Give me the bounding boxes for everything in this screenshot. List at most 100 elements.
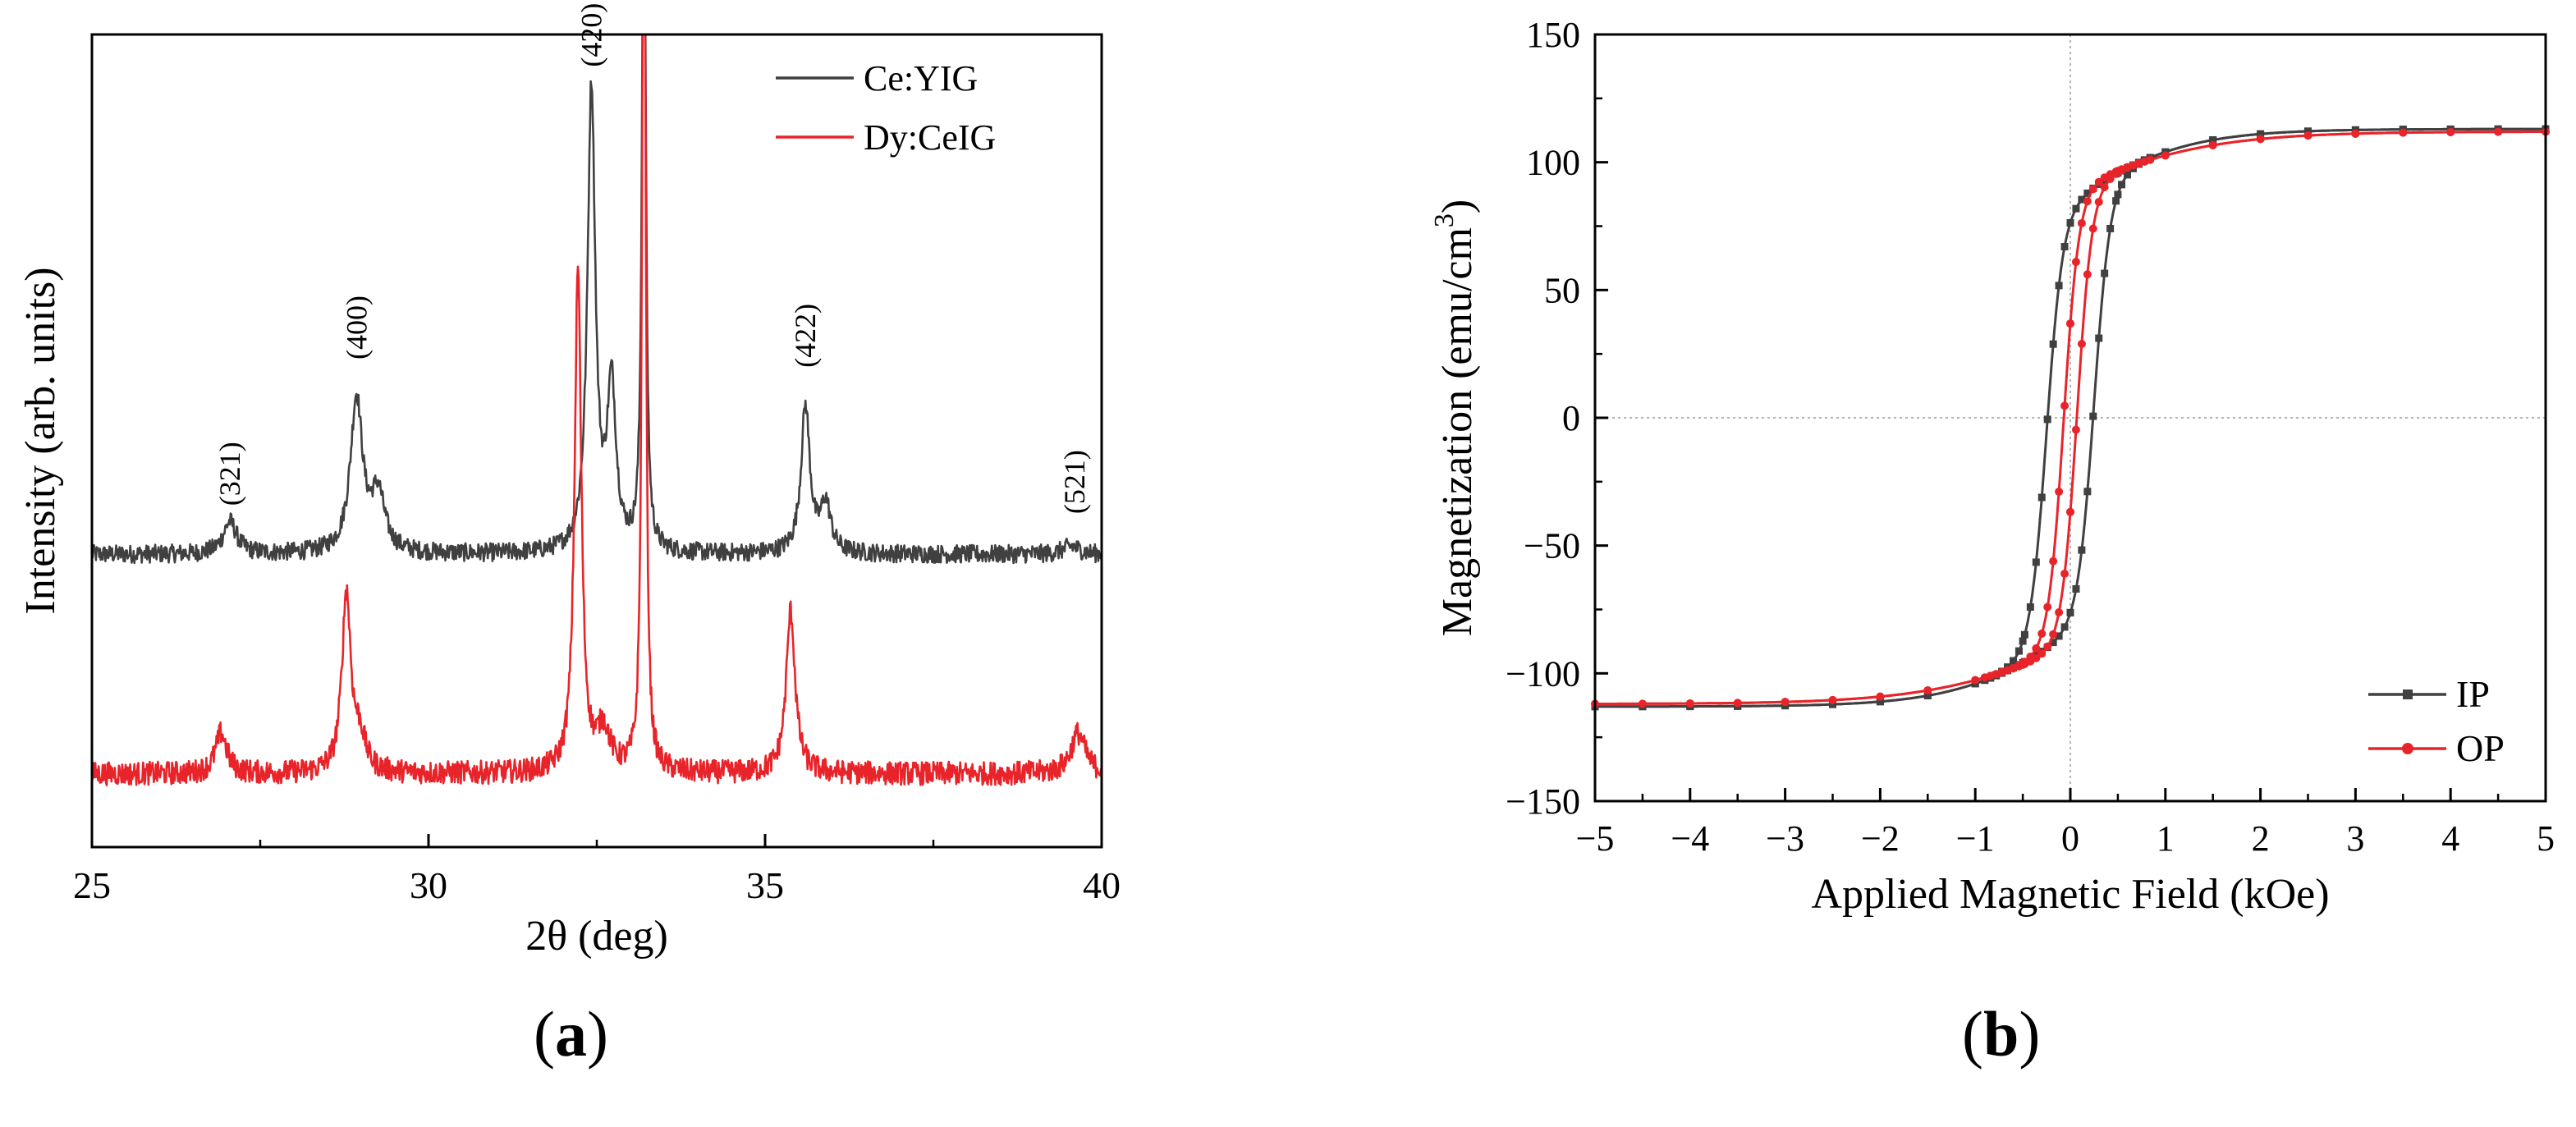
- mh-y-tick-label: 150: [1526, 15, 1580, 55]
- mh-marker-ip: [2078, 546, 2086, 554]
- mh-marker-ip: [2083, 189, 2092, 197]
- mh-x-axis-label: Applied Magnetic Field (kOe): [1811, 871, 2329, 918]
- xrd-peak-annotation: (400): [340, 295, 373, 360]
- mh-marker-ip: [2257, 130, 2265, 138]
- mh-marker-op: [2399, 128, 2408, 137]
- mh-x-tick-label: −1: [1956, 818, 1995, 859]
- mh-marker-ip: [2043, 415, 2051, 424]
- mh-marker-ip: [2010, 657, 2018, 665]
- mh-marker-ip: [2095, 334, 2103, 342]
- xrd-series-dy-ceig: [92, 34, 1102, 786]
- xrd-peak-annotation: (521): [1058, 450, 1091, 514]
- mh-marker-op: [1971, 676, 1980, 685]
- mh-marker-op: [2032, 644, 2041, 653]
- mh-marker-op: [2088, 224, 2097, 233]
- mh-marker-op: [2066, 507, 2074, 516]
- mh-marker-ip: [2114, 190, 2122, 199]
- mh-marker-op: [2077, 218, 2086, 227]
- mh-marker-op: [2351, 129, 2360, 138]
- mh-marker-ip: [2118, 181, 2126, 189]
- mh-y-tick-label: 0: [1562, 398, 1580, 438]
- xrd-peak-annotation: (420): [575, 3, 607, 67]
- mh-x-tick-label: 2: [2252, 818, 2270, 859]
- mh-marker-ip: [2049, 340, 2057, 348]
- mh-y-axis-label: Magnetization (emu/cm3): [1429, 199, 1481, 637]
- mh-x-tick-label: 5: [2537, 818, 2555, 859]
- mh-marker-ip: [2066, 219, 2074, 227]
- mh-marker-ip: [2060, 243, 2069, 251]
- mh-y-tick-label: 100: [1526, 143, 1580, 183]
- mh-marker-ip: [2055, 632, 2063, 640]
- mh-marker-ip: [1829, 700, 1836, 708]
- mh-x-tick-label: −3: [1766, 818, 1804, 859]
- mh-marker-ip: [1876, 698, 1884, 706]
- mh-x-tick-label: −2: [1861, 818, 1900, 859]
- mh-marker-op: [2083, 270, 2092, 279]
- panel-label-a: (a): [534, 998, 608, 1070]
- mh-marker-ip: [2026, 603, 2034, 612]
- mh-marker-op: [2094, 198, 2103, 207]
- mh-x-tick-label: 0: [2061, 818, 2079, 859]
- mh-marker-op: [1781, 698, 1790, 707]
- xrd-legend: Ce:YIG Dy:CeIG: [776, 58, 996, 158]
- mh-y-tick-label: −150: [1506, 781, 1580, 822]
- mh-marker-op: [2066, 319, 2074, 328]
- mh-x-tick-label: 4: [2441, 818, 2459, 859]
- mh-marker-op: [1876, 692, 1885, 701]
- mh-marker-ip: [2101, 269, 2109, 277]
- mh-legend-marker: [2403, 689, 2413, 699]
- xrd-x-tick-label: 35: [746, 864, 784, 906]
- mh-marker-ip: [2032, 558, 2040, 566]
- mh-marker-ip: [2078, 195, 2086, 204]
- mh-marker-ip: [1923, 691, 1932, 699]
- mh-y-axis-label-close: ): [1434, 199, 1481, 213]
- mh-marker-op: [2083, 197, 2092, 206]
- mh-marker-ip: [2066, 608, 2074, 616]
- mh-marker-op: [1638, 699, 1647, 708]
- mh-marker-op: [2071, 258, 2080, 267]
- mh-marker-op: [2055, 608, 2064, 617]
- mh-marker-ip: [2089, 412, 2097, 420]
- mh-marker-op: [1733, 699, 1742, 708]
- mh-branch-descending: [1595, 127, 2546, 708]
- mh-marker-ip: [2019, 637, 2027, 645]
- xrd-y-axis-label: Intensity (arb. units): [17, 267, 64, 614]
- mh-marker-op: [1828, 695, 1837, 704]
- xrd-x-tick-label: 30: [410, 864, 447, 906]
- mh-marker-op: [2094, 177, 2103, 186]
- mh-marker-op: [2146, 155, 2155, 164]
- mh-marker-op: [2303, 131, 2312, 140]
- mh-marker-op: [2043, 602, 2052, 612]
- mh-marker-op: [1685, 699, 1694, 708]
- xrd-x-tick-label: 25: [73, 864, 111, 906]
- mh-marker-ip: [2037, 493, 2046, 502]
- mh-marker-ip: [2055, 282, 2063, 290]
- mh-marker-op: [2446, 127, 2455, 136]
- mh-series-op: [1591, 127, 2550, 708]
- mh-marker-ip: [2072, 204, 2080, 213]
- xrd-x-tick-label: 40: [1083, 864, 1121, 906]
- mh-marker-op: [2077, 339, 2086, 348]
- magnetization-chart: −5 −4 −3 −2 −1 0 1 2 3 4 5 −150 −100 −50 0 50 100 150 Appl…: [1429, 15, 2555, 918]
- mh-x-tick-label: 3: [2346, 818, 2364, 859]
- xrd-legend-label: Dy:CeIG: [864, 117, 996, 158]
- mh-marker-op: [2037, 629, 2047, 638]
- mh-y-tick-label: −100: [1506, 653, 1580, 694]
- mh-marker-op: [2037, 649, 2047, 658]
- mh-marker-op: [2088, 185, 2097, 194]
- mh-marker-ip: [2209, 136, 2217, 144]
- mh-marker-ip: [2112, 197, 2120, 205]
- mh-marker-op: [1923, 686, 1932, 695]
- xrd-peak-annotation: (422): [789, 304, 822, 368]
- mh-marker-op: [2060, 569, 2070, 578]
- mh-branch-ascending: [1595, 131, 2546, 705]
- mh-marker-op: [2071, 425, 2080, 434]
- xrd-chart: 25 30 35 40 2θ (deg) Intensity (arb. units) (3…: [17, 3, 1121, 960]
- mh-marker-op: [2026, 653, 2035, 662]
- mh-marker-ip: [2020, 630, 2028, 639]
- mh-legend-label: IP: [2456, 673, 2490, 715]
- xrd-series-ce-yig: [92, 34, 1102, 565]
- mh-marker-ip: [2049, 639, 2057, 647]
- mh-legend-marker: [2402, 743, 2413, 754]
- xrd-peak-annotation: (321): [213, 442, 246, 506]
